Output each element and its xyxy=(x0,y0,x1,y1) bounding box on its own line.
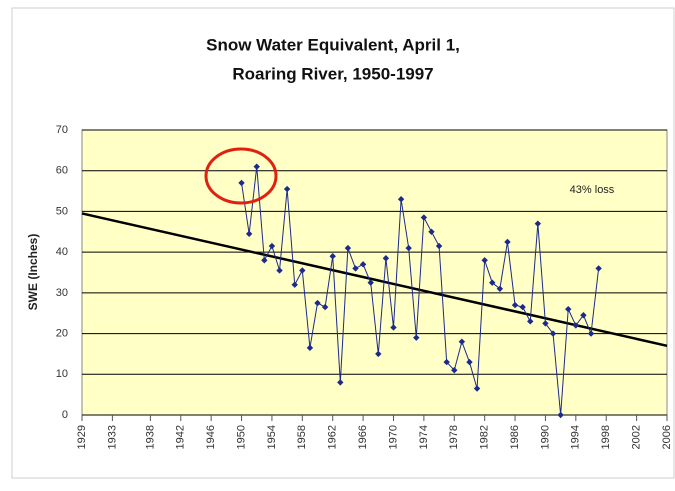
marker xyxy=(268,242,276,250)
marker xyxy=(382,255,390,262)
marker xyxy=(413,334,420,341)
x-tick-label: 2006 xyxy=(661,425,673,449)
x-tick-label: 1974 xyxy=(418,425,430,449)
marker xyxy=(481,257,488,264)
y-tick-label: 0 xyxy=(62,409,68,421)
marker xyxy=(405,244,412,252)
marker xyxy=(473,385,481,392)
plot-area xyxy=(81,129,668,416)
x-tick-label: 1986 xyxy=(509,425,521,449)
marker xyxy=(466,358,473,366)
series-line xyxy=(241,166,600,416)
marker xyxy=(534,220,542,227)
marker xyxy=(397,196,405,203)
x-tick-label: 1994 xyxy=(570,425,582,449)
x-tick-label: 1946 xyxy=(205,425,217,449)
x-tick-label: 1942 xyxy=(175,425,187,449)
marker xyxy=(511,301,519,309)
x-tick-label: 1958 xyxy=(296,425,308,449)
marker xyxy=(245,230,253,238)
marker xyxy=(572,322,580,329)
marker xyxy=(580,312,587,319)
y-tick-label: 60 xyxy=(56,165,68,177)
trendline xyxy=(81,212,668,348)
marker xyxy=(458,338,466,345)
marker xyxy=(253,163,260,170)
marker xyxy=(557,411,564,419)
x-tick-label: 1950 xyxy=(235,425,247,449)
highlight-circle xyxy=(204,147,278,205)
y-tick-label: 30 xyxy=(56,287,68,299)
marker xyxy=(337,379,344,386)
marker xyxy=(595,265,602,272)
marker xyxy=(306,344,314,352)
marker xyxy=(321,303,329,311)
x-tick-label: 1933 xyxy=(106,425,118,449)
x-tick-label: 1978 xyxy=(448,425,460,449)
marker xyxy=(238,179,245,187)
marker xyxy=(291,281,298,288)
marker xyxy=(314,299,321,307)
y-tick-label: 70 xyxy=(56,124,68,136)
marker xyxy=(329,253,336,260)
y-tick-label: 50 xyxy=(56,205,68,217)
marker xyxy=(542,320,549,327)
marker xyxy=(565,305,572,313)
marker xyxy=(428,228,435,235)
marker xyxy=(435,242,443,250)
y-tick-label: 10 xyxy=(56,368,68,380)
y-tick-label: 40 xyxy=(56,246,68,258)
y-tick-label: 20 xyxy=(56,327,68,339)
marker xyxy=(420,214,428,221)
marker xyxy=(375,350,382,358)
marker xyxy=(489,279,496,286)
x-tick-label: 1966 xyxy=(357,425,369,449)
marker xyxy=(261,257,268,264)
marker xyxy=(527,318,534,325)
x-tick-label: 1970 xyxy=(387,425,399,449)
marker xyxy=(549,330,557,337)
x-tick-label: 1962 xyxy=(327,425,339,449)
marker xyxy=(352,265,359,272)
marker xyxy=(496,285,504,292)
marker xyxy=(276,267,283,274)
marker xyxy=(519,303,526,311)
x-tick-label: 1938 xyxy=(144,425,156,449)
x-tick-label: 1998 xyxy=(600,425,612,449)
marker xyxy=(367,279,374,286)
y-axis-label: SWE (Inches) xyxy=(26,234,40,311)
x-tick-label: 1982 xyxy=(479,425,491,449)
marker xyxy=(504,238,511,246)
chart-title: Snow Water Equivalent, April 1, xyxy=(206,35,460,54)
marker xyxy=(587,330,595,337)
marker xyxy=(443,358,450,366)
marker xyxy=(344,244,352,252)
marker xyxy=(359,261,367,268)
marker xyxy=(451,367,458,374)
chart-title: Roaring River, 1950-1997 xyxy=(232,64,433,83)
x-tick-label: 1990 xyxy=(539,425,551,449)
x-tick-label: 2002 xyxy=(631,425,643,449)
x-tick-label: 1954 xyxy=(266,425,278,449)
annotation: 43% loss xyxy=(570,184,615,196)
marker xyxy=(299,267,306,274)
marker xyxy=(390,324,397,331)
marker xyxy=(283,185,291,193)
x-tick-label: 1929 xyxy=(76,425,88,449)
